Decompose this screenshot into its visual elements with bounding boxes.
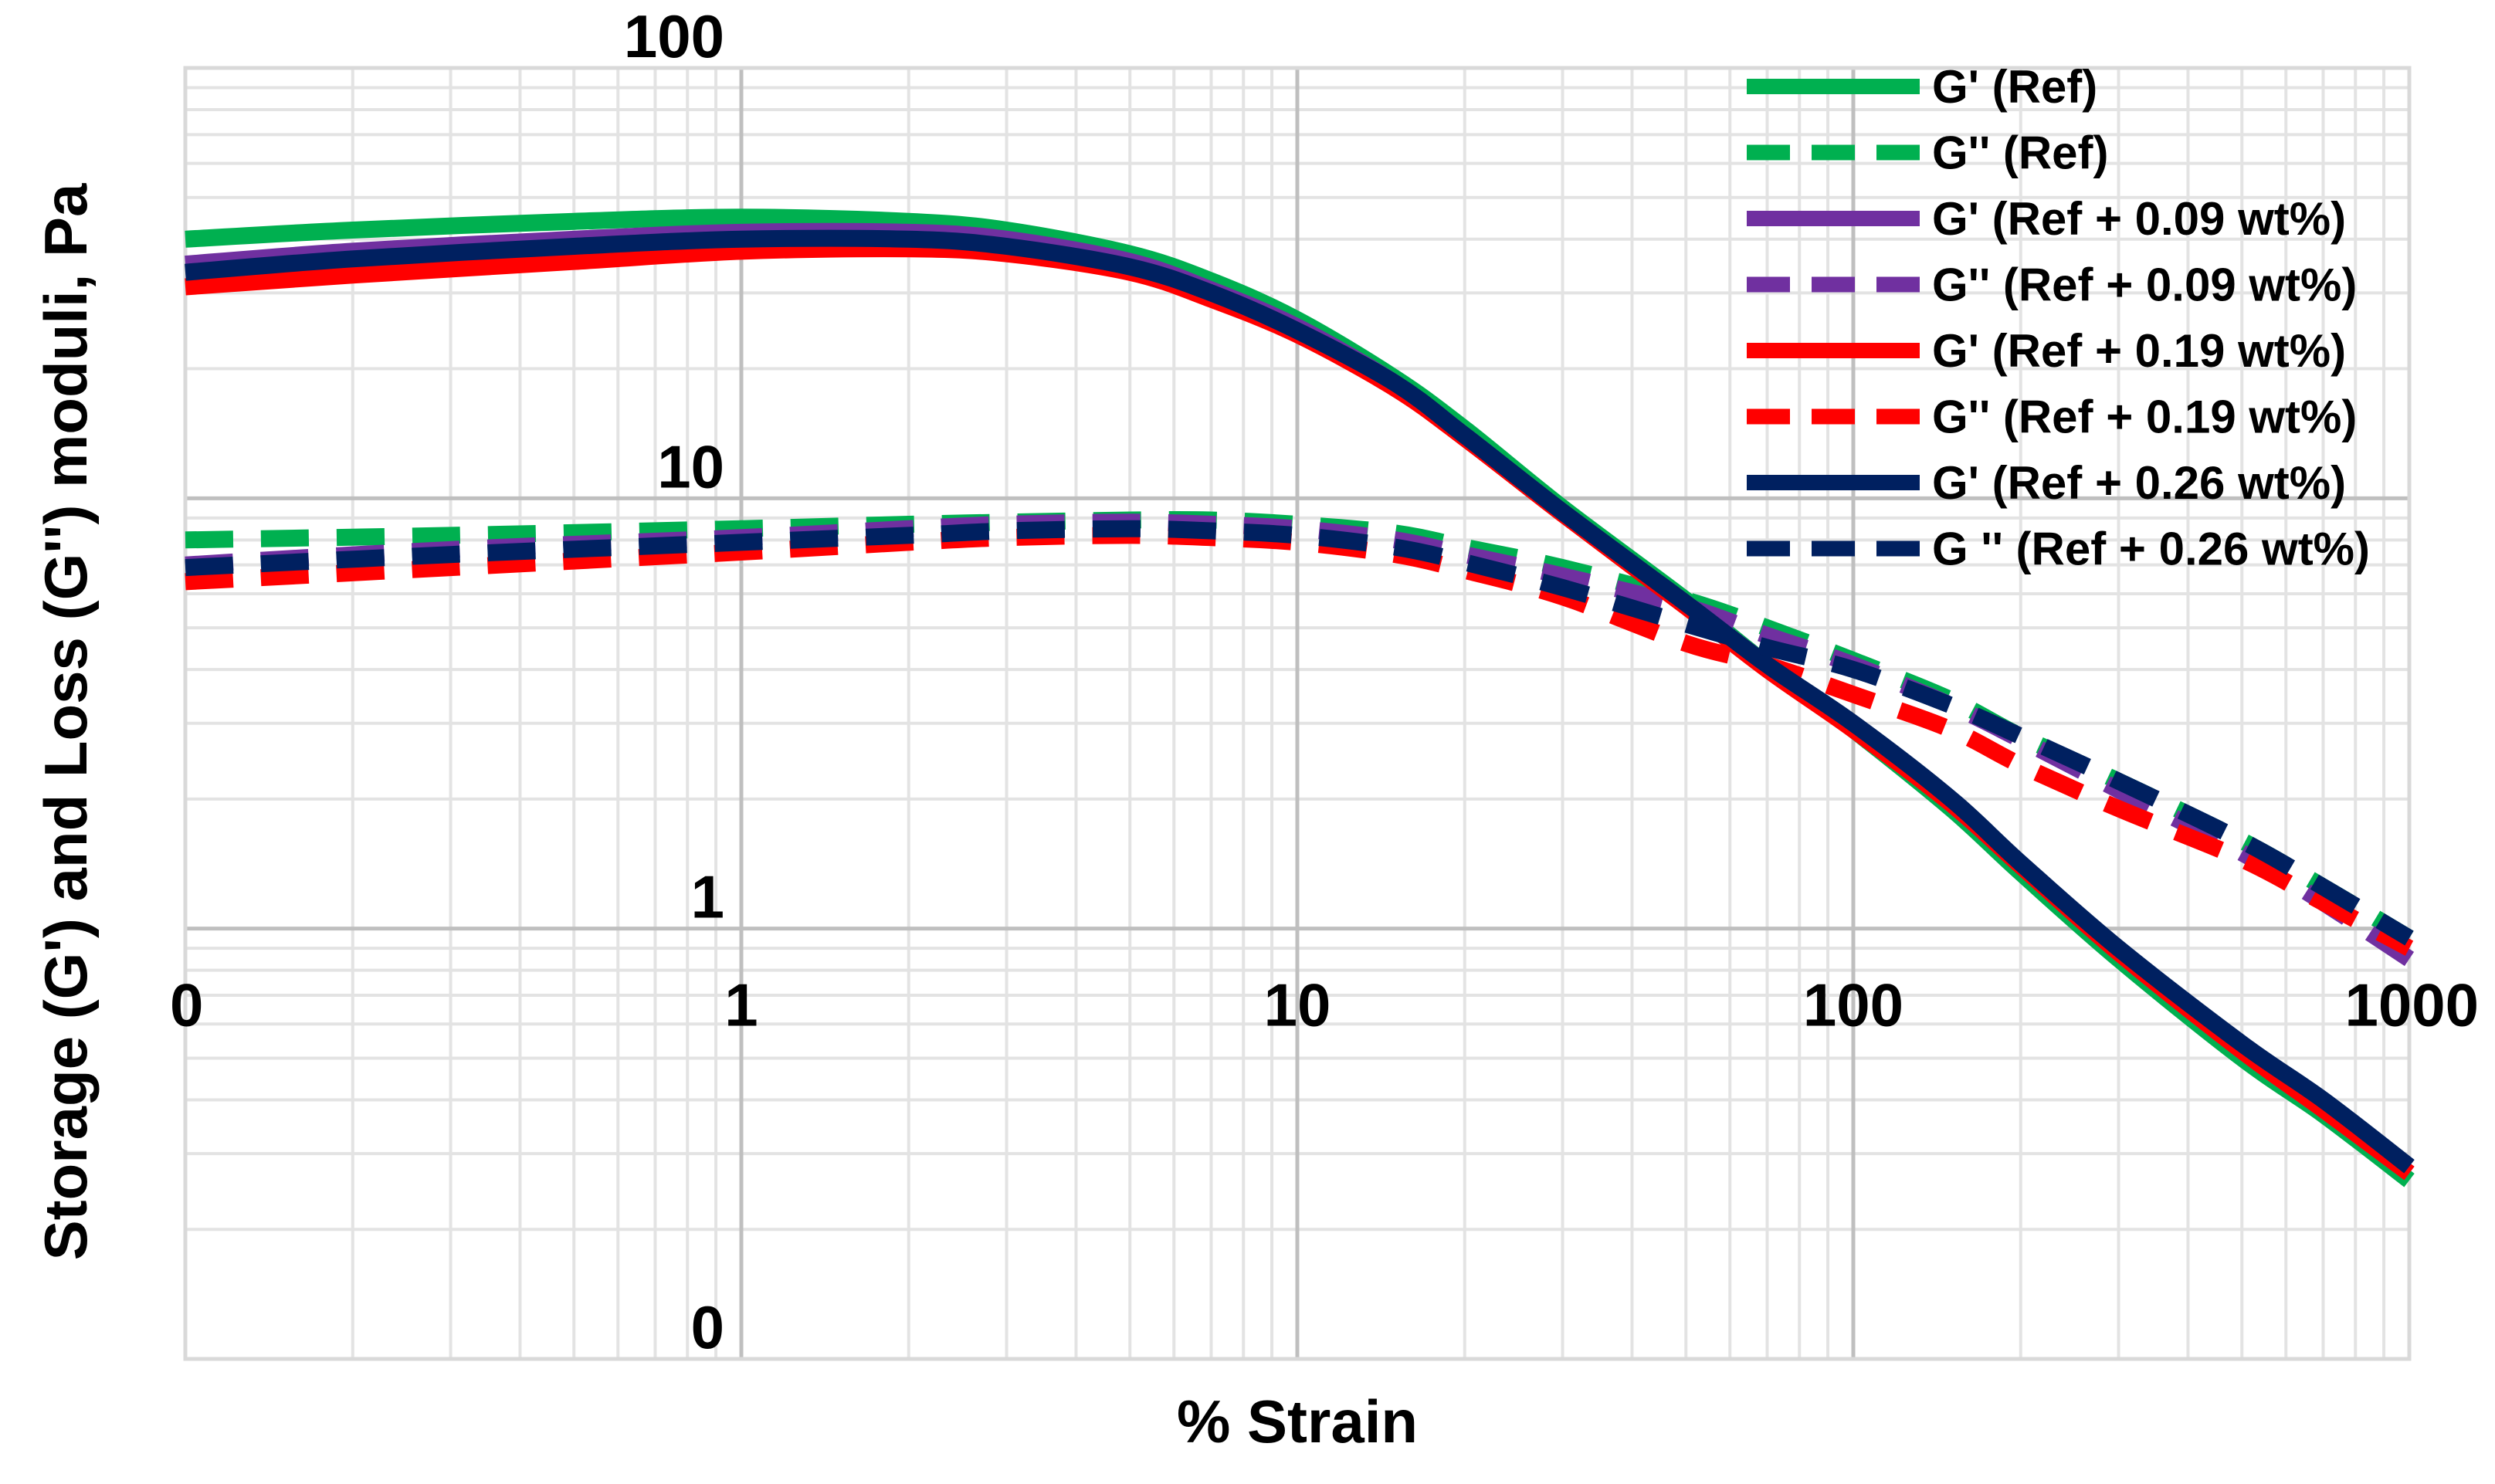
y-tick-label: 100	[624, 2, 724, 70]
y-axis-title: Storage (G') and Loss (G'') moduli, Pa	[32, 183, 100, 1260]
x-tick-label: 1000	[2344, 971, 2479, 1039]
y-tick-label: 1	[691, 863, 724, 931]
legend-label: G '' (Ref + 0.26 wt%)	[1932, 523, 2370, 575]
x-axis-title: % Strain	[1177, 1387, 1418, 1455]
legend: G' (Ref) G'' (Ref) G' (Ref + 0.09 wt%) G'' …	[1747, 61, 2370, 575]
axes	[183, 66, 2412, 1361]
legend-label: G'' (Ref + 0.09 wt%)	[1932, 259, 2357, 311]
series-group	[185, 208, 2415, 1188]
legend-label: G'' (Ref + 0.19 wt%)	[1932, 391, 2357, 443]
legend-label: G' (Ref + 0.26 wt%)	[1932, 457, 2346, 509]
x-tick-label: 1	[724, 971, 758, 1039]
x-tick-label: 0	[170, 971, 203, 1039]
grid	[183, 66, 2412, 1361]
legend-label: G' (Ref)	[1932, 61, 2097, 113]
series-line-7	[185, 229, 2415, 1174]
plot-frame	[183, 66, 2412, 1361]
y-tick-label: 0	[691, 1293, 724, 1361]
legend-label: G' (Ref + 0.19 wt%)	[1932, 325, 2346, 377]
legend-label: G' (Ref + 0.09 wt%)	[1932, 193, 2346, 245]
x-tick-label: 100	[1803, 971, 1903, 1039]
y-tick-label: 10	[657, 432, 724, 500]
legend-label: G'' (Ref)	[1932, 127, 2109, 179]
x-tick-label: 10	[1264, 971, 1331, 1039]
